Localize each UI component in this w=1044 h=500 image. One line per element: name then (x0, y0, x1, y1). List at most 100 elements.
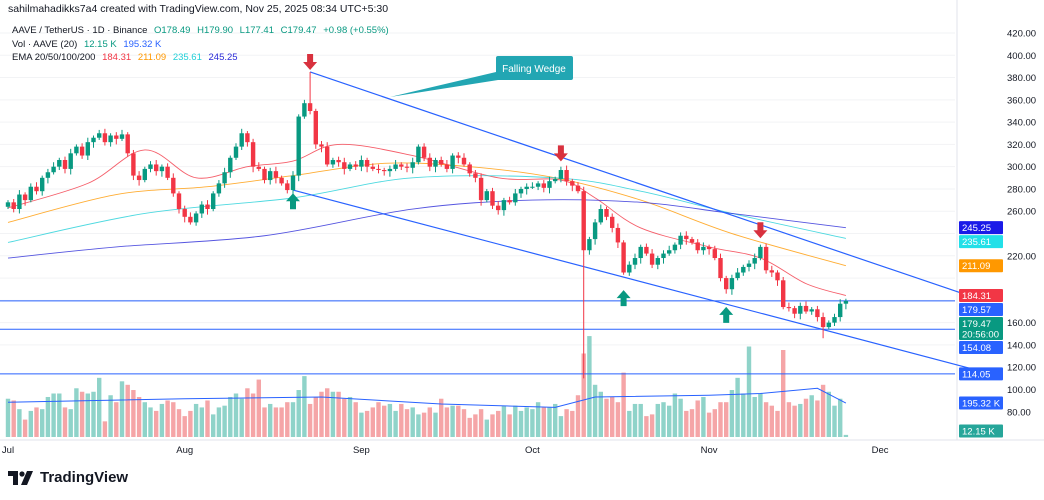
candle-body (838, 303, 843, 318)
volume-bar (114, 402, 119, 437)
volume-tag-label: 195.32 K (962, 399, 1001, 410)
y-tick-label: 160.00 (1007, 318, 1036, 329)
candle (473, 170, 478, 183)
ema-label[interactable]: EMA 20/50/100/200 (12, 52, 96, 63)
candle-body (262, 168, 267, 181)
candle-body (154, 164, 159, 172)
logo-text: TradingView (40, 469, 129, 486)
volume-bar (815, 400, 820, 437)
x-tick-label: Oct (525, 445, 540, 456)
volume-bar (769, 405, 774, 437)
candle (313, 108, 318, 149)
volume-bar (758, 393, 763, 437)
volume-bar (615, 402, 621, 437)
sell-arrow-icon (303, 53, 318, 70)
volume-bar (553, 403, 558, 437)
candle-body (307, 103, 313, 111)
candle-body (769, 270, 774, 273)
volume-label[interactable]: Vol · AAVE (20) (12, 38, 78, 50)
volume-bar (718, 402, 723, 437)
volume-bar (159, 403, 165, 437)
candle-body (667, 250, 672, 254)
candle (262, 166, 267, 184)
candle (741, 264, 746, 276)
candle (325, 142, 330, 167)
change-value: +0.98 (+0.55%) (323, 25, 389, 36)
candle-body (233, 146, 239, 158)
candle-body (74, 146, 79, 154)
candle (142, 166, 147, 183)
volume-bar (695, 400, 700, 437)
candle-body (581, 191, 586, 251)
candle-body (216, 183, 222, 194)
volume-bar (632, 403, 638, 437)
candle (222, 167, 227, 188)
candle-body (193, 213, 199, 223)
volume-bar (51, 393, 56, 437)
volume-bar (598, 391, 603, 437)
candle-body (570, 181, 575, 186)
candle-body (484, 191, 489, 201)
volume-bar (342, 398, 347, 437)
candle (592, 219, 598, 245)
volume-bar (148, 407, 153, 437)
volume-bar (427, 407, 432, 437)
candle (558, 166, 564, 183)
volume-bar (404, 409, 410, 437)
candle-body (302, 103, 307, 117)
candle (290, 171, 296, 195)
candle (678, 232, 683, 250)
price-tag (959, 289, 1003, 303)
wedge-lower-trendline (292, 189, 983, 373)
volume-bar (735, 377, 740, 437)
candle (763, 243, 769, 274)
candle-body (701, 246, 706, 251)
sell-arrow-icon (553, 145, 568, 162)
candle-body (102, 133, 108, 143)
candle-body (342, 162, 347, 169)
candle-body (239, 133, 244, 147)
candle (74, 144, 79, 156)
volume-bar (97, 377, 102, 437)
volume-bar (370, 407, 375, 437)
candle-body (615, 227, 621, 243)
candle-body (541, 183, 546, 188)
volume-bar (792, 405, 797, 437)
volume-bar (325, 388, 330, 437)
candle (684, 231, 689, 245)
candle (62, 156, 68, 174)
candle (496, 201, 501, 215)
candle (775, 270, 780, 286)
callout-label: Falling Wedge (502, 64, 566, 75)
candle (114, 132, 119, 145)
volume-bar (245, 388, 250, 437)
candle (34, 182, 39, 195)
candle (467, 162, 472, 177)
volume-bar (724, 402, 729, 437)
candle-body (712, 249, 717, 259)
price-tag-label: 179.47 (962, 319, 991, 330)
candle-body (159, 166, 165, 172)
candle (79, 143, 85, 159)
volume-bar (290, 402, 296, 437)
candle (627, 261, 632, 276)
tradingview-logo[interactable]: TradingView (8, 469, 128, 486)
symbol-label[interactable]: AAVE / TetherUS · 1D · Binance (12, 25, 148, 36)
candle (507, 196, 512, 205)
candle (268, 167, 273, 185)
volume-bar (68, 409, 73, 437)
candle-body (68, 153, 73, 169)
candle (706, 244, 712, 255)
candle-body (598, 209, 603, 223)
candle-body (655, 258, 660, 265)
volume-bar (273, 407, 279, 437)
volume-bar (222, 405, 227, 437)
candle-body (530, 186, 535, 188)
candle (547, 176, 552, 194)
volume-bar (518, 410, 524, 437)
candle (461, 153, 467, 167)
volume-bar (28, 410, 33, 437)
volume-bar (661, 402, 666, 437)
candle (342, 157, 347, 175)
